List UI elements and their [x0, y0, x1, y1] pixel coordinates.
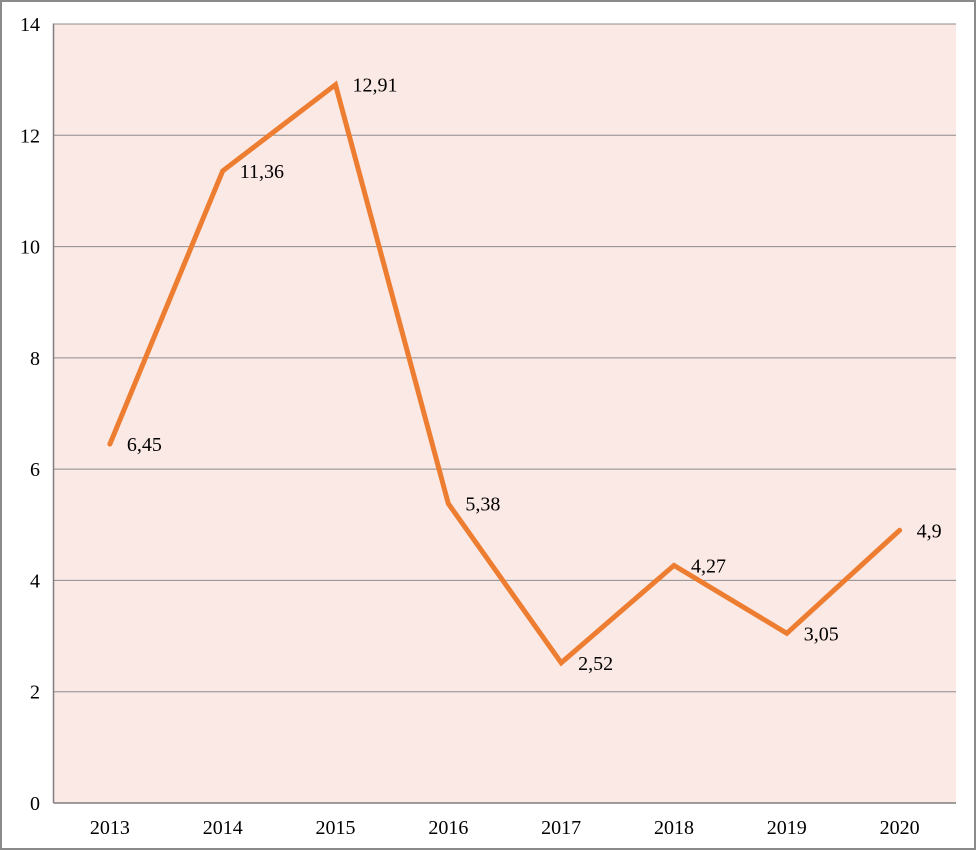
- data-label: 3,05: [804, 623, 839, 645]
- data-label: 5,38: [465, 494, 500, 516]
- y-axis-tick-label: 2: [30, 682, 40, 704]
- data-label: 2,52: [578, 653, 613, 675]
- x-axis-label: 2018: [654, 817, 694, 839]
- y-axis-tick-label: 4: [30, 570, 40, 592]
- y-axis-tick-label: 8: [30, 348, 40, 370]
- x-axis-label: 2015: [316, 817, 356, 839]
- data-line: [107, 80, 903, 667]
- plot-area: [53, 24, 956, 803]
- data-label: 11,36: [240, 161, 284, 183]
- x-axis-label: 2017: [541, 817, 581, 839]
- x-axis-label: 2020: [880, 817, 920, 839]
- x-axis-label: 2014: [203, 817, 243, 839]
- x-axis-label: 2013: [90, 817, 130, 839]
- data-label: 4,9: [917, 520, 942, 542]
- y-axis-tick-label: 0: [30, 793, 40, 815]
- y-axis-tick-label: 12: [20, 125, 40, 147]
- y-axis-tick-label: 6: [30, 459, 40, 481]
- x-axis-label: 2016: [428, 817, 468, 839]
- y-axis-tick-label: 10: [20, 237, 40, 259]
- x-axis-label: 2019: [767, 817, 807, 839]
- data-label: 12,91: [353, 75, 398, 97]
- data-label: 6,45: [127, 434, 162, 456]
- data-label: 4,27: [691, 555, 726, 577]
- y-axis-tick-label: 14: [20, 14, 40, 36]
